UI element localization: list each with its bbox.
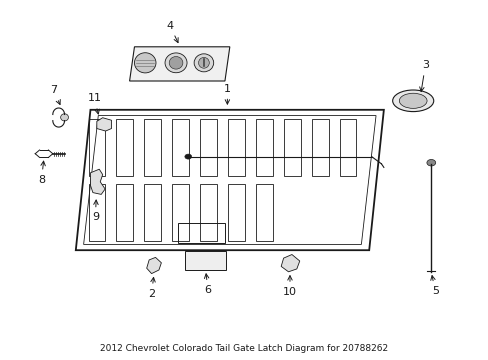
Text: 10: 10: [283, 276, 296, 297]
Text: 4: 4: [166, 21, 178, 42]
Text: 5: 5: [430, 276, 438, 296]
Text: 8: 8: [38, 161, 45, 185]
Text: 9: 9: [92, 200, 99, 222]
Circle shape: [426, 159, 435, 166]
Text: 11: 11: [87, 93, 101, 114]
Ellipse shape: [194, 54, 213, 72]
Ellipse shape: [198, 57, 209, 68]
Polygon shape: [281, 255, 299, 272]
Text: 6: 6: [204, 274, 211, 295]
Polygon shape: [90, 169, 105, 194]
Bar: [178, 223, 224, 243]
Ellipse shape: [169, 57, 183, 69]
Text: 7: 7: [50, 85, 60, 104]
Circle shape: [184, 154, 191, 159]
Polygon shape: [129, 47, 229, 81]
Ellipse shape: [392, 90, 433, 112]
Bar: [184, 251, 226, 270]
Text: 3: 3: [419, 60, 428, 91]
Ellipse shape: [134, 53, 156, 73]
Ellipse shape: [61, 114, 68, 121]
Ellipse shape: [399, 93, 426, 108]
Polygon shape: [146, 257, 161, 274]
Text: 2: 2: [148, 278, 155, 299]
Text: 2012 Chevrolet Colorado Tail Gate Latch Diagram for 20788262: 2012 Chevrolet Colorado Tail Gate Latch …: [100, 344, 388, 353]
Ellipse shape: [164, 53, 186, 73]
Text: 1: 1: [224, 84, 230, 104]
Polygon shape: [97, 118, 111, 131]
